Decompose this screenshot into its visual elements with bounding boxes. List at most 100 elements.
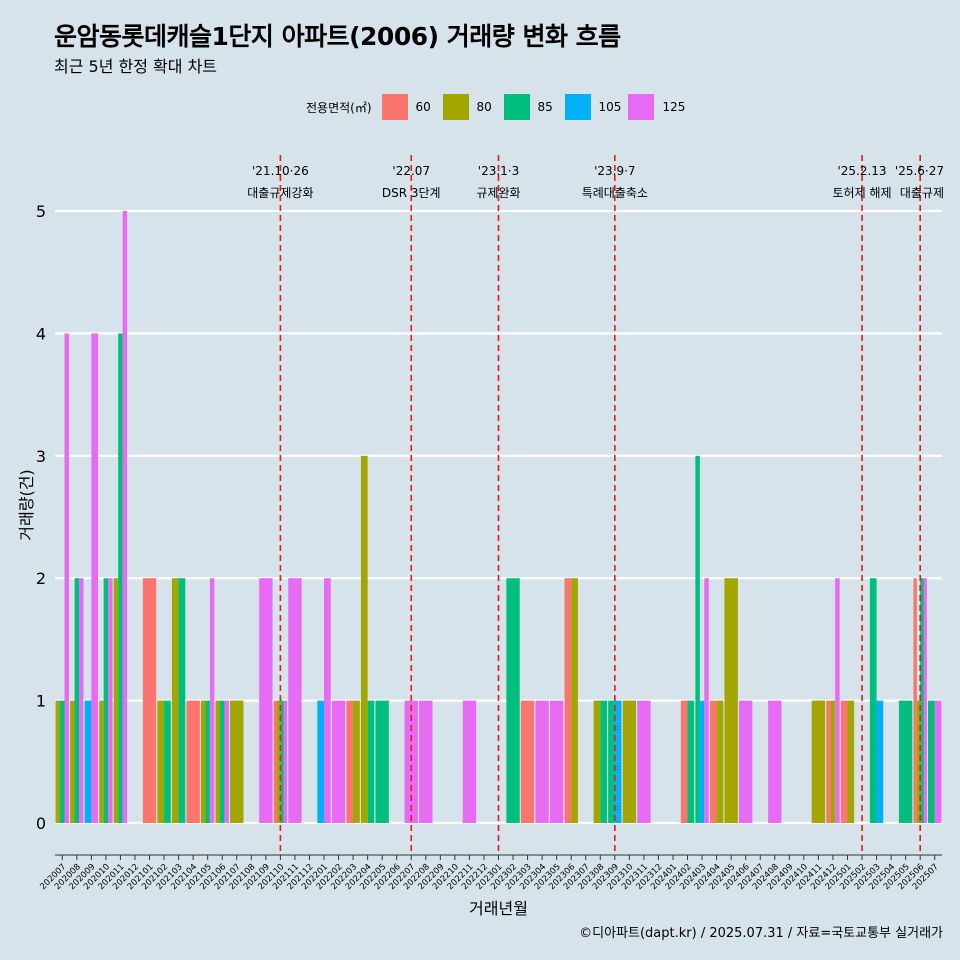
bar-202208-125	[419, 700, 433, 823]
event-text-label: 규제완화	[476, 186, 520, 200]
legend-label-85: 85	[537, 100, 553, 114]
legend-swatch-80	[442, 94, 469, 120]
legend-label-60: 60	[415, 100, 431, 114]
chart-title: 운암동롯데캐슬1단지 아파트(2006) 거래량 변화 흐름	[54, 22, 621, 51]
event-text-label: 대출규제	[900, 186, 944, 200]
bar-202310-80	[622, 700, 637, 823]
event-date-label: '23.1·3	[478, 164, 519, 178]
legend-item-85: 85	[503, 94, 558, 120]
bar-202501-60	[840, 700, 848, 823]
bar-202111-125	[288, 578, 302, 823]
legend-swatch-105	[564, 94, 591, 120]
x-axis-title: 거래년월	[469, 899, 528, 918]
legend-swatch-60	[381, 94, 408, 120]
bar-202203-60	[346, 700, 354, 823]
chart-subtitle: 최근 5년 한정 확대 차트	[54, 57, 218, 76]
bar-202204-80	[360, 455, 368, 823]
bar-202110-125	[283, 700, 288, 823]
y-tick-label: 2	[36, 569, 46, 588]
event-date-label: '25.2.13	[837, 164, 886, 178]
bar-202007-85	[60, 700, 65, 823]
y-tick-label: 3	[36, 447, 46, 466]
bar-202110-60	[273, 700, 278, 823]
bar-202403-125	[704, 578, 709, 823]
bar-202101-60	[142, 578, 157, 823]
bar-202105-125	[209, 578, 215, 823]
bar-202201-105	[317, 700, 325, 823]
event-date-label: '22.07	[392, 164, 430, 178]
bar-202107-80	[230, 700, 244, 823]
bar-202309-85	[608, 700, 615, 823]
bar-202103-80	[171, 578, 179, 823]
y-axis-title: 거래량(건)	[17, 469, 36, 540]
bar-202306-80	[571, 578, 578, 823]
legend-item-80: 80	[442, 94, 497, 120]
legend-item-60: 60	[381, 94, 436, 120]
event-text-label: 토허제 해제	[833, 186, 892, 200]
bar-202103-85	[178, 578, 186, 823]
bar-202204-85	[367, 700, 375, 823]
bar-202402-60	[680, 700, 688, 823]
bar-202110-85	[280, 700, 284, 823]
bar-202011-125	[122, 211, 128, 823]
bar-202207-125	[404, 700, 418, 823]
bar-202106-85	[219, 700, 225, 823]
bar-202412-80	[830, 700, 836, 823]
bar-202201-125	[324, 578, 331, 823]
bar-202405-80	[724, 578, 738, 823]
bar-202403-85	[695, 455, 700, 823]
bar-202106-80	[215, 700, 220, 823]
y-tick-label: 5	[36, 202, 46, 221]
bar-202303-60	[520, 700, 535, 823]
legend-swatch-85	[503, 94, 530, 120]
bar-202408-125	[768, 700, 782, 823]
bar-202007-125	[64, 333, 69, 823]
bar-202011-85	[118, 333, 123, 823]
bar-202010-125	[108, 578, 113, 823]
bar-202102-80	[157, 700, 165, 823]
bar-202211-125	[462, 700, 477, 823]
bar-202507-125	[934, 700, 942, 823]
bar-202202-125	[331, 700, 346, 823]
bar-202306-60	[564, 578, 572, 823]
bar-202308-80	[593, 700, 601, 823]
bar-202506-85	[920, 578, 924, 823]
bar-202105-85	[205, 700, 210, 823]
legend-label-80: 80	[476, 100, 492, 114]
bar-202404-60	[709, 700, 717, 823]
legend-item-105: 105	[564, 94, 621, 120]
bar-202009-125	[91, 333, 99, 823]
bar-202305-125	[549, 700, 564, 823]
event-text-label: 특례대출축소	[582, 186, 648, 200]
bar-202507-85	[928, 700, 935, 823]
bar-202304-125	[535, 700, 549, 823]
event-text-label: DSR 3단계	[382, 186, 441, 200]
bar-202412-60	[826, 700, 831, 823]
bar-202110-80	[277, 700, 281, 823]
event-date-label: '23.9·7	[594, 164, 635, 178]
bar-202506-80	[916, 700, 921, 823]
bar-202403-105	[699, 700, 705, 823]
bar-202412-125	[835, 578, 840, 823]
bar-202309-105	[614, 700, 622, 823]
bar-202008-85	[74, 578, 80, 823]
event-text-label: 대출규제강화	[247, 186, 313, 200]
event-date-label: '21.10·26	[252, 164, 309, 178]
bar-202008-80	[70, 700, 75, 823]
bar-202106-125	[224, 700, 229, 823]
bar-202102-85	[164, 700, 171, 823]
legend-item-125: 125	[628, 94, 685, 120]
bar-202010-80	[99, 700, 104, 823]
y-tick-label: 1	[36, 692, 46, 711]
bar-202302-85	[506, 578, 520, 823]
bar-202506-125	[923, 578, 927, 823]
event-date-label: '25.6·27	[895, 164, 944, 178]
bar-202010-85	[103, 578, 109, 823]
bar-202506-60	[913, 578, 917, 823]
bar-202503-105	[876, 700, 884, 823]
bar-202406-125	[739, 700, 753, 823]
bar-202505-85	[898, 700, 913, 823]
bar-202009-105	[84, 700, 92, 823]
y-tick-label: 0	[36, 814, 46, 833]
